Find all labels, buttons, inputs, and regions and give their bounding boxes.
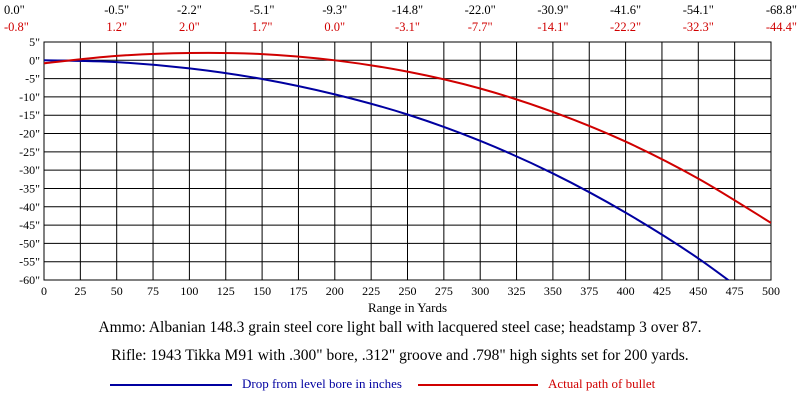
- drop-value-label: -14.8": [392, 3, 423, 17]
- ammo-caption: Ammo: Albanian 148.3 grain steel core li…: [98, 319, 702, 336]
- y-tick-label: -25": [19, 145, 40, 159]
- y-tick-label: -5": [25, 72, 40, 86]
- x-tick-label: 425: [653, 284, 671, 298]
- path-series-line: [44, 51, 771, 224]
- x-tick-label: 225: [362, 284, 380, 298]
- drop-value-label: -22.0": [465, 3, 496, 17]
- x-tick-label: 300: [471, 284, 489, 298]
- x-tick-label: 350: [544, 284, 562, 298]
- path-value-label: 1.7": [252, 20, 273, 34]
- y-tick-label: -30": [19, 163, 40, 177]
- x-tick-label: 400: [617, 284, 635, 298]
- x-tick-label: 275: [435, 284, 453, 298]
- path-value-label: -22.2": [610, 20, 641, 34]
- plot-frame: [43, 41, 772, 281]
- path-value-label: -32.3": [683, 20, 714, 34]
- y-tick-label: -45": [19, 218, 40, 232]
- legend-path-label: Actual path of bullet: [548, 376, 656, 391]
- path-value-label: -7.7": [468, 20, 493, 34]
- x-tick-label: 175: [289, 284, 307, 298]
- drop-value-label: -5.1": [250, 3, 275, 17]
- y-tick-label: -55": [19, 255, 40, 269]
- x-tick-label: 150: [253, 284, 271, 298]
- path-value-label: 0.0": [324, 20, 345, 34]
- path-value-label: 1.2": [106, 20, 127, 34]
- y-tick-label: 5": [29, 35, 40, 49]
- y-tick-label: -20": [19, 127, 40, 141]
- path-value-label: -0.8": [4, 20, 29, 34]
- drop-value-label: -0.5": [104, 3, 129, 17]
- path-value-label: -14.1": [537, 20, 568, 34]
- rifle-caption: Rifle: 1943 Tikka M91 with .300" bore, .…: [111, 347, 689, 364]
- y-tick-label: -40": [19, 200, 40, 214]
- drop-value-label: -41.6": [610, 3, 641, 17]
- x-tick-label: 125: [217, 284, 235, 298]
- drop-value-label: -54.1": [683, 3, 714, 17]
- x-tick-label: 0: [41, 284, 47, 298]
- x-tick-label: 75: [147, 284, 159, 298]
- y-tick-label: -35": [19, 181, 40, 195]
- x-tick-label: 250: [399, 284, 417, 298]
- drop-value-label: -68.8": [766, 3, 797, 17]
- y-tick-label: -10": [19, 90, 40, 104]
- path-value-label: 2.0": [179, 20, 200, 34]
- x-axis-title: Range in Yards: [368, 300, 447, 315]
- legend-drop-label: Drop from level bore in inches: [242, 376, 402, 391]
- y-tick-label: -50": [19, 236, 40, 250]
- y-tick-label: -60": [19, 273, 40, 287]
- x-tick-label: 375: [580, 284, 598, 298]
- x-tick-label: 475: [726, 284, 744, 298]
- drop-value-label: 0.0": [4, 3, 25, 17]
- x-tick-label: 325: [508, 284, 526, 298]
- x-tick-label: 500: [762, 284, 780, 298]
- drop-value-label: -30.9": [537, 3, 568, 17]
- x-tick-label: 200: [326, 284, 344, 298]
- x-tick-label: 100: [180, 284, 198, 298]
- x-tick-label: 450: [689, 284, 707, 298]
- drop-value-label: -9.3": [322, 3, 347, 17]
- drop-series-line: [44, 59, 730, 280]
- path-value-label: -3.1": [395, 20, 420, 34]
- drop-value-label: -2.2": [177, 3, 202, 17]
- path-value-label: -44.4": [766, 20, 797, 34]
- x-tick-label: 50: [111, 284, 123, 298]
- y-tick-label: -15": [19, 108, 40, 122]
- y-tick-label: 0": [29, 53, 40, 67]
- x-tick-label: 25: [74, 284, 86, 298]
